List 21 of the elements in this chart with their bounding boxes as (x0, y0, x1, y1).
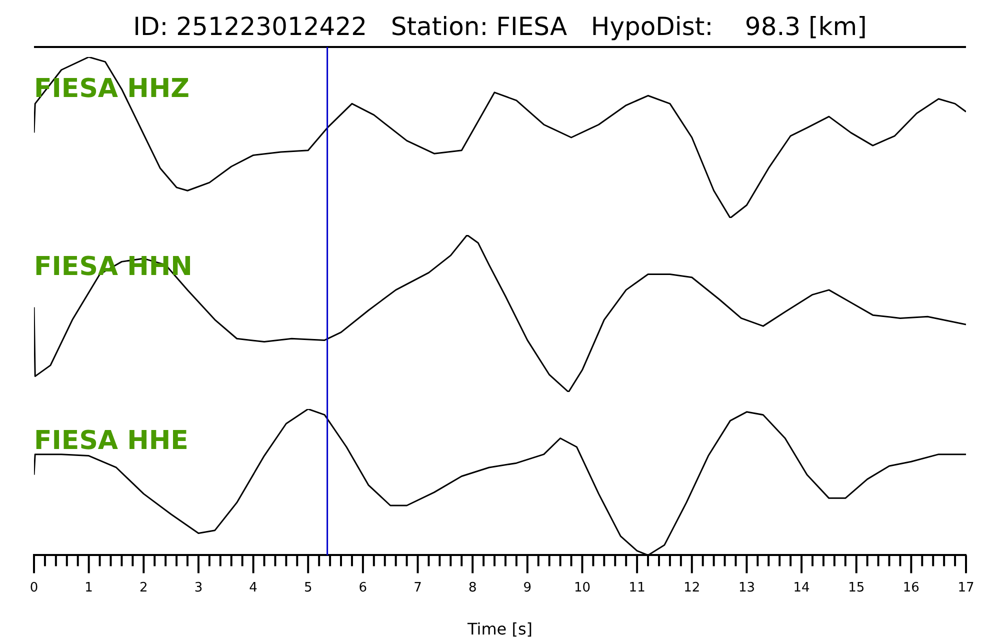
x-tick-label: 14 (793, 580, 810, 596)
series-label: FIESA HHE (34, 426, 188, 456)
x-tick-label: 6 (358, 580, 368, 596)
x-axis-title: Time [s] (466, 620, 533, 639)
x-tick-label: 12 (684, 580, 700, 596)
x-tick-label: 17 (958, 580, 974, 596)
x-tick-label: 10 (574, 580, 591, 596)
chart-title: ID: 251223012422 Station: FIESA HypoDist: 98.3 [km] (34, 8, 966, 48)
x-tick-label: 11 (628, 580, 646, 596)
x-tick-label: 9 (523, 580, 532, 596)
x-tick-label: 4 (249, 580, 258, 596)
x-tick-label: 16 (902, 580, 920, 596)
x-tick-label: 13 (738, 580, 755, 596)
x-tick-label: 1 (84, 580, 93, 596)
x-tick-label: 0 (30, 580, 38, 596)
x-tick-label: 7 (414, 580, 422, 596)
x-tick-label: 15 (848, 580, 865, 596)
x-tick-label: 3 (194, 580, 203, 596)
x-tick-label: 8 (468, 580, 477, 596)
x-tick-label: 2 (140, 580, 148, 596)
x-tick-label: 5 (304, 580, 312, 596)
